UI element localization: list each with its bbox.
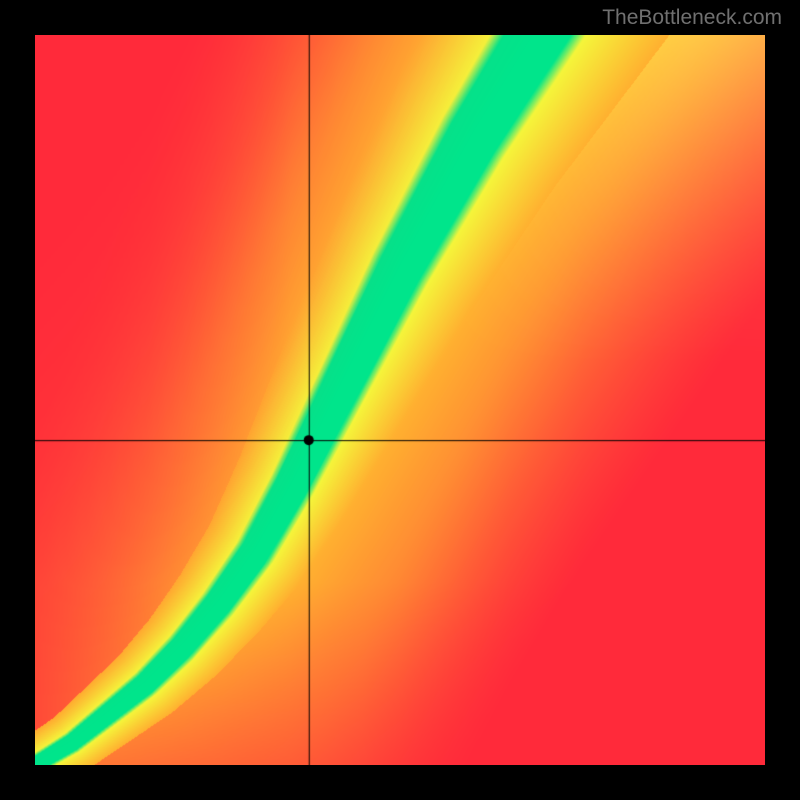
watermark-text: TheBottleneck.com: [602, 6, 782, 30]
bottleneck-heatmap: [35, 35, 765, 765]
chart-container: TheBottleneck.com: [0, 0, 800, 800]
